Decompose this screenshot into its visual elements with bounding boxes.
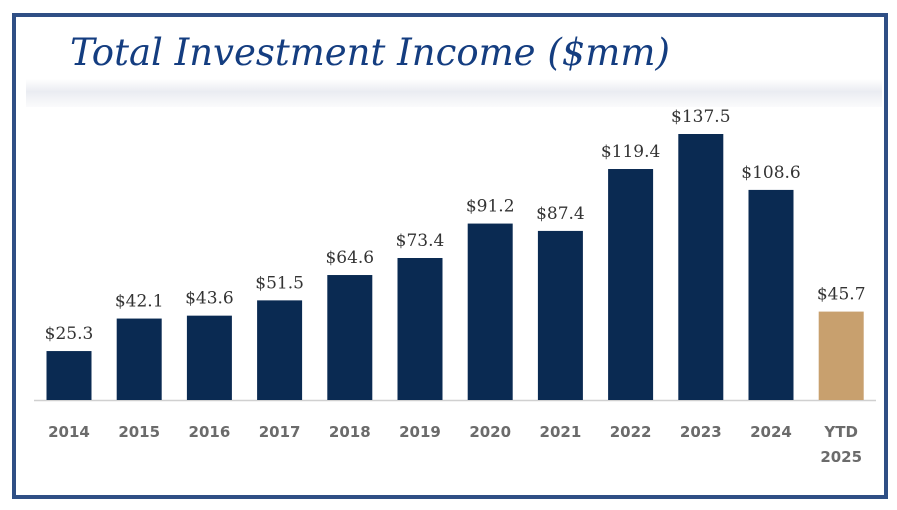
data-label: $108.6 — [741, 163, 800, 183]
x-tick-label: 2015 — [118, 423, 160, 441]
bar-2023 — [678, 134, 724, 400]
data-label: $64.6 — [325, 248, 374, 268]
data-label: $42.1 — [115, 292, 164, 312]
x-tick-label: 2019 — [399, 423, 441, 441]
x-tick-label: 2018 — [329, 423, 371, 441]
data-label: $91.2 — [466, 197, 515, 217]
data-label: $73.4 — [396, 231, 445, 251]
chart-frame: Total Investment Income ($mm) — [12, 13, 888, 499]
bar-2021 — [537, 230, 583, 400]
bar-2015 — [116, 318, 162, 400]
data-label: $43.6 — [185, 289, 234, 309]
x-tick-label: 2016 — [189, 423, 231, 441]
bar-2022 — [608, 169, 654, 400]
x-tick-label: 2023 — [680, 423, 722, 441]
x-tick-label: 2017 — [259, 423, 301, 441]
bar-2016 — [186, 315, 232, 400]
data-label: $137.5 — [671, 107, 730, 127]
bar-2014 — [46, 351, 92, 400]
data-label: $45.7 — [817, 285, 866, 305]
data-label: $25.3 — [45, 324, 94, 344]
bar-2024 — [748, 189, 794, 400]
data-label: $119.4 — [601, 142, 660, 162]
chart-title: Total Investment Income ($mm) — [70, 31, 670, 74]
data-label: $51.5 — [255, 273, 304, 293]
data-label: $87.4 — [536, 204, 585, 224]
bar-2020 — [467, 223, 513, 400]
x-tick-label: 2021 — [540, 423, 582, 441]
x-tick-label: 2022 — [610, 423, 652, 441]
bar-2019 — [397, 258, 443, 400]
x-tick-label: 2020 — [469, 423, 511, 441]
x-tick-label: YTD 2025 — [820, 423, 862, 466]
bar-2017 — [257, 300, 303, 400]
x-tick-label: 2024 — [750, 423, 792, 441]
title-shadow-band — [26, 79, 882, 107]
x-tick-label: 2014 — [48, 423, 90, 441]
bar-2018 — [327, 275, 373, 400]
bar-ytd-2025 — [818, 311, 864, 400]
